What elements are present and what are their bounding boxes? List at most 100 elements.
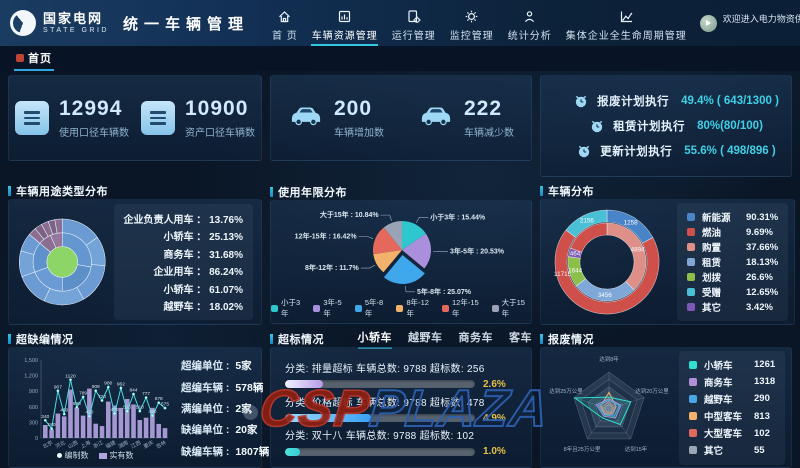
app-header: 国家电网 STATE GRID 统一车辆管理 首 页 车辆资源管理 运行管理 监控管理…: [0, 0, 800, 46]
overstandard-group: 分类: 价格超标 车辆总数: 9788 超标数: 478 4.9%: [285, 394, 517, 424]
usage-count-stat: 12994 使用口径车辆数: [9, 98, 135, 139]
legend-value: 3.42%: [746, 301, 773, 313]
plan-value: 55.6% ( 498/896 ): [684, 145, 776, 157]
legend-chip: [687, 213, 695, 221]
legend-item: 实有数: [98, 450, 134, 461]
car-icon: [418, 103, 454, 134]
overstandard-group: 分类: 双十八 车辆总数: 9788 超标数: 102 1.0%: [285, 427, 517, 457]
pie-callout-label: 12年-15年 : 16.42%: [295, 231, 358, 240]
overstandard-line: 分类: 排量超标 车辆总数: 9788 超标数: 256: [285, 363, 485, 375]
bar: [118, 407, 124, 438]
legend-chip: [689, 412, 697, 421]
staffing-stat-row: 缺编单位 : 20家: [181, 424, 258, 437]
y-tick-label: 600: [29, 405, 38, 411]
panel-title: 使用年限分布: [270, 183, 532, 200]
welcome-text: 欢迎进入电力物资供应公司统一车辆管理！: [722, 14, 800, 25]
legend-chip: [491, 304, 499, 312]
nav-item-home[interactable]: 首 页: [265, 0, 305, 46]
increase-stat: 200 车辆增加数: [271, 98, 401, 139]
vehicle-donut-legend: 新能源 90.31% 燃油 9.69% 购置 37.66% 租赁 18.13% 划拨 26.6% 受…: [677, 203, 789, 321]
bar: [150, 407, 155, 438]
legend-value: 813: [754, 410, 770, 422]
staffing-stat-row: 满编单位 : 2家: [181, 402, 252, 415]
tab-越野车[interactable]: 越野车: [408, 331, 443, 344]
legend-value: 290: [754, 393, 770, 405]
legend-value: 1318: [754, 376, 776, 388]
x-tick-label: 江西: [130, 439, 142, 450]
play-button[interactable]: [699, 14, 717, 32]
sub-tab-bar: 首页: [0, 46, 800, 71]
tab-商务车[interactable]: 商务车: [458, 331, 493, 344]
age-pie-chart: 小于3年 : 15.44% 3年-5年 : 20.53% 5年-8年 : 25.07…: [295, 210, 505, 296]
legend-item: 12年-15年: [442, 297, 485, 319]
nav-item-label: 运行管理: [391, 31, 436, 42]
legend-label: 小轿车: [704, 360, 733, 372]
vehicle-change-card: 200 车辆增加数 222 车辆减少数: [270, 75, 532, 161]
legend-chip: [689, 429, 697, 438]
plan-value: 49.4% ( 643/1300 ): [681, 95, 779, 107]
age-distribution-panel: 使用年限分布 小于3年 : 15.44% 3年-5年 : 20.53% 5年-8年 …: [270, 183, 532, 324]
overstandard-panel: 超标情况 小轿车 越野车 商务车 客车 分类: 排量超标 车辆总数: 9788 超标数…: [270, 330, 532, 468]
legend-item: 企业负责人用车 ： 13.76%: [123, 215, 243, 226]
donut-value-label: 1644: [568, 268, 583, 275]
nav-item-statistics[interactable]: 统计分析: [501, 0, 559, 46]
progress-bar-row: 2.6%: [285, 379, 517, 390]
user-name: 赵三: [723, 1, 800, 14]
pie-callout-label: 8年-12年 : 11.7%: [305, 263, 359, 272]
progress-track: [285, 380, 475, 389]
bar: [137, 420, 143, 438]
nav-item-operation[interactable]: 运行管理: [385, 0, 443, 46]
legend-value: 26.6%: [746, 271, 773, 283]
staffing-stat-value: 5家: [235, 360, 252, 373]
point-label: 678: [155, 396, 163, 402]
donut-value-label: 3456: [598, 292, 613, 299]
panel-title: 车辆用途类型分布: [8, 183, 262, 199]
vehicle-count-card: 12994 使用口径车辆数 10900 资产口径车辆数: [8, 75, 262, 161]
radar-series-商务车: [595, 397, 622, 419]
donut-value-label: 4894: [631, 247, 646, 254]
point-label: 844: [129, 388, 137, 394]
nav-item-monitor[interactable]: 监控管理: [443, 0, 501, 46]
staffing-panel: 超缺编情况 0 300 600 900 1,200 1,500 340 180 907 460 11…: [8, 330, 269, 468]
sunburst-center: [46, 246, 78, 278]
legend-label: 5年-8年: [364, 298, 384, 318]
progress-fill: [285, 380, 323, 389]
legend-item: 小于3年: [271, 297, 306, 319]
point-label: 980: [104, 381, 112, 387]
y-tick-label: 900: [29, 389, 38, 395]
point-label: 575: [161, 402, 169, 408]
point-label: 907: [54, 384, 62, 390]
pie-slice: [402, 221, 426, 250]
next-arrow-button[interactable]: ›: [243, 405, 258, 421]
tab-home[interactable]: 首页: [14, 47, 54, 71]
plan-row: 租赁计划执行 80%(80/100): [589, 118, 763, 134]
page-title: 统一车辆管理: [122, 15, 249, 33]
user-area: 赵三 欢迎进入电力物资供应公司统一车辆管理！ ?: [723, 1, 800, 46]
bar: [55, 413, 61, 438]
scrap-radar-legend: 小轿车 1261 商务车 1318 越野车 290 中型客车 813 大型客车 102 其它 55: [679, 350, 786, 465]
legend-label: 其它: [702, 303, 722, 314]
progress-fill: [285, 414, 371, 422]
bar: [80, 415, 86, 438]
y-tick-label: 300: [29, 420, 38, 426]
nav-item-vehicle-resource[interactable]: 车辆资源管理: [305, 0, 385, 46]
point-label: 720: [98, 394, 106, 400]
point-label: 789: [79, 390, 87, 396]
usage-type-panel: 车辆用途类型分布 企业负责人用车 ： 13.76% 小轿车 ： 25.13% 商务车…: [8, 183, 262, 325]
legend-item: 商务车 1318: [689, 375, 775, 389]
bar: [99, 426, 105, 438]
tab-小轿车[interactable]: 小轿车: [357, 329, 392, 349]
line-chart-icon: [620, 11, 632, 23]
bar: [74, 407, 80, 438]
radar-axis-label: 达到25万公里: [549, 387, 583, 395]
overstandard-group: 分类: 排量超标 车辆总数: 9788 超标数: 256 2.6%: [285, 360, 517, 390]
radar-series-其它: [604, 403, 614, 413]
legend-value: 55: [754, 444, 765, 456]
donut-value-label: 1258: [624, 220, 639, 227]
tab-客车[interactable]: 客车: [509, 331, 532, 344]
nav-item-label: 统计分析: [507, 31, 552, 42]
plan-value: 80%(80/100): [697, 120, 763, 132]
nav-item-lifecycle[interactable]: 集体企业全生命周期管理: [559, 0, 694, 46]
donut-value-label: 464: [570, 251, 581, 258]
bar: [61, 416, 67, 438]
